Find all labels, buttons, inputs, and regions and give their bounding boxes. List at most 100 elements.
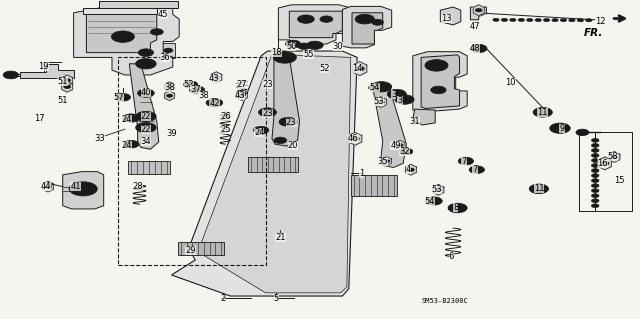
Text: 15: 15 — [614, 176, 625, 185]
Polygon shape — [99, 1, 178, 8]
Polygon shape — [473, 5, 484, 16]
Circle shape — [289, 42, 297, 46]
Polygon shape — [42, 181, 54, 192]
Circle shape — [591, 204, 599, 208]
Polygon shape — [421, 55, 460, 108]
Circle shape — [577, 19, 584, 22]
Circle shape — [591, 179, 599, 182]
Circle shape — [355, 14, 374, 24]
Text: 3: 3 — [397, 96, 403, 105]
Circle shape — [284, 120, 292, 124]
Text: 22: 22 — [141, 125, 151, 134]
Text: 20: 20 — [288, 141, 298, 150]
Circle shape — [591, 189, 599, 193]
Polygon shape — [470, 7, 486, 20]
Circle shape — [552, 19, 558, 22]
Circle shape — [586, 19, 592, 22]
Text: 7: 7 — [472, 165, 477, 174]
Bar — [248, 157, 298, 172]
Polygon shape — [278, 5, 351, 44]
Circle shape — [239, 93, 246, 97]
Circle shape — [474, 46, 483, 51]
Text: 10: 10 — [506, 78, 516, 87]
Text: 41: 41 — [70, 182, 81, 191]
Circle shape — [259, 108, 276, 117]
Text: 24: 24 — [122, 141, 132, 150]
Polygon shape — [74, 8, 179, 75]
Text: 22: 22 — [141, 112, 151, 121]
Bar — [178, 242, 224, 255]
Circle shape — [576, 129, 589, 136]
Text: 11: 11 — [534, 184, 544, 193]
Circle shape — [298, 43, 310, 49]
Polygon shape — [413, 109, 435, 125]
Circle shape — [3, 71, 19, 79]
Circle shape — [141, 91, 150, 95]
Circle shape — [369, 84, 384, 92]
Text: 17: 17 — [35, 114, 45, 122]
Circle shape — [115, 93, 131, 101]
Polygon shape — [164, 91, 175, 100]
Circle shape — [253, 126, 269, 134]
Circle shape — [527, 19, 533, 22]
Circle shape — [458, 157, 474, 165]
Text: 27: 27 — [237, 80, 247, 89]
Text: 38: 38 — [198, 91, 209, 100]
Text: 35: 35 — [378, 157, 388, 166]
Circle shape — [69, 182, 97, 196]
Circle shape — [371, 82, 392, 92]
Circle shape — [166, 94, 173, 97]
Circle shape — [435, 188, 442, 191]
Circle shape — [123, 114, 140, 122]
Circle shape — [320, 16, 333, 22]
Text: 7: 7 — [461, 157, 467, 166]
Bar — [351, 175, 397, 196]
Polygon shape — [395, 140, 405, 150]
Text: 11: 11 — [538, 108, 548, 117]
Circle shape — [555, 126, 565, 131]
Text: 46: 46 — [348, 134, 358, 143]
Text: 18: 18 — [271, 48, 282, 57]
Circle shape — [569, 19, 575, 22]
Text: 13: 13 — [442, 14, 452, 23]
Text: 43: 43 — [209, 74, 220, 83]
Polygon shape — [413, 52, 467, 112]
Text: 53: 53 — [431, 185, 442, 194]
Text: 49: 49 — [390, 141, 401, 150]
Text: 8: 8 — [453, 204, 458, 212]
Circle shape — [591, 164, 599, 167]
Circle shape — [529, 184, 548, 194]
Circle shape — [136, 111, 156, 122]
Circle shape — [397, 144, 403, 147]
Circle shape — [533, 108, 552, 117]
Circle shape — [127, 116, 136, 120]
Circle shape — [591, 149, 599, 152]
Circle shape — [138, 49, 154, 56]
Circle shape — [64, 79, 70, 82]
Text: 30: 30 — [333, 42, 343, 51]
Circle shape — [307, 41, 323, 49]
Circle shape — [127, 142, 135, 146]
Text: 58: 58 — [608, 152, 618, 161]
Polygon shape — [20, 64, 74, 78]
Text: 5: 5 — [274, 294, 279, 303]
Circle shape — [591, 144, 599, 147]
Polygon shape — [63, 172, 104, 209]
Circle shape — [509, 18, 516, 21]
Circle shape — [136, 59, 156, 69]
Text: FR.: FR. — [584, 28, 603, 39]
Circle shape — [193, 88, 201, 92]
Circle shape — [140, 125, 152, 130]
Text: 16: 16 — [598, 159, 608, 168]
Text: 48: 48 — [470, 44, 480, 53]
Circle shape — [591, 159, 599, 162]
Text: 23: 23 — [262, 80, 273, 89]
Text: 38: 38 — [164, 83, 175, 92]
Circle shape — [387, 89, 406, 99]
Text: 47: 47 — [470, 22, 480, 31]
Circle shape — [372, 86, 380, 90]
Circle shape — [408, 168, 415, 172]
Circle shape — [141, 61, 151, 66]
Text: 54: 54 — [369, 83, 380, 92]
Circle shape — [399, 97, 410, 102]
